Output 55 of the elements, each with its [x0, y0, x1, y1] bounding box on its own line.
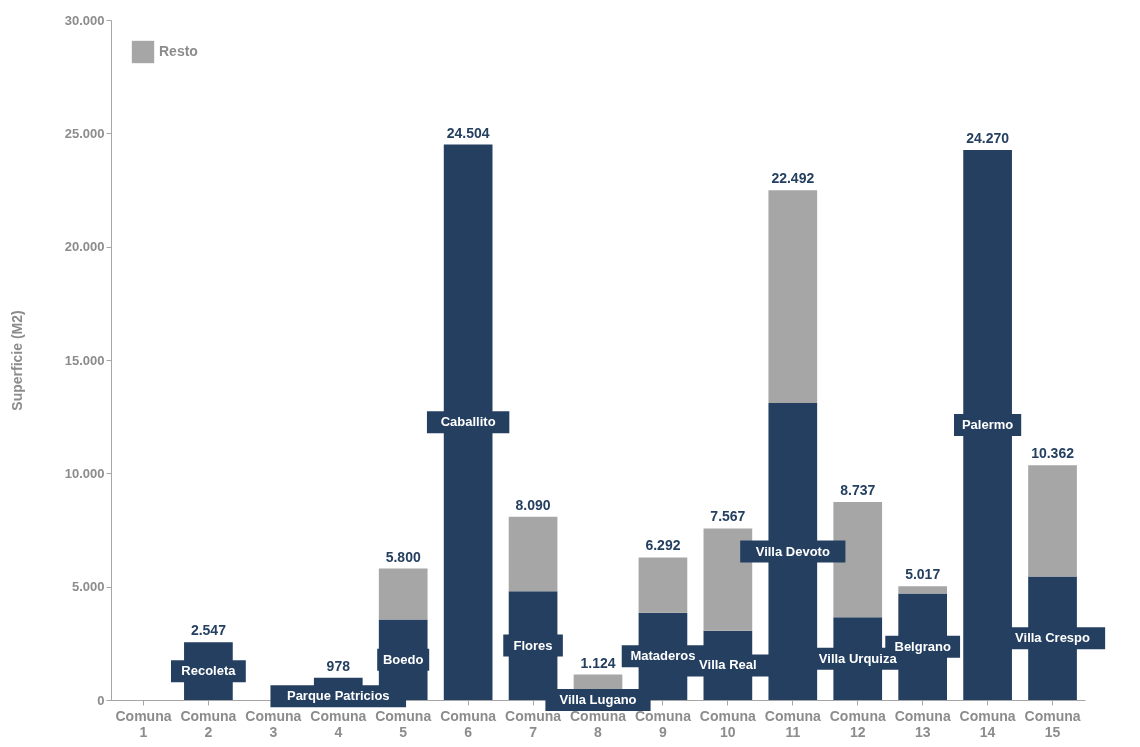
x-tick-label: Comuna 2 [180, 707, 237, 740]
data-label: Villa Devoto [755, 543, 830, 559]
x-tick-label: Comuna 7 [505, 707, 562, 740]
bar [638, 557, 688, 613]
legend-label: Resto [159, 43, 198, 59]
total-label: 24.504 [446, 124, 490, 141]
x-tick-label: Comuna 1 [115, 707, 172, 740]
y-axis-title: Superficie (M2) [8, 310, 25, 411]
total-label: 10.362 [1031, 445, 1075, 462]
total-label: 24.270 [966, 129, 1010, 146]
x-tick-label: Comuna 10 [699, 707, 757, 740]
x-tick-label: Comuna 13 [894, 707, 951, 740]
y-tick-label: 25.000 [64, 125, 105, 141]
x-tick-label: Comuna 9 [634, 707, 692, 740]
x-tick-label: Comuna 14 [959, 707, 1016, 740]
total-label: 1.124 [580, 654, 616, 671]
data-label: Boedo [382, 651, 424, 667]
y-tick-label: 20.000 [64, 239, 105, 255]
bar [768, 190, 818, 404]
total-label: 22.492 [771, 170, 815, 187]
x-tick-label: Comuna 3 [245, 707, 302, 740]
bar [833, 501, 883, 618]
x-tick-label: Comuna 11 [764, 707, 822, 740]
y-tick-label: 30.000 [64, 12, 105, 28]
total-label: 5.017 [905, 566, 941, 583]
x-tick-label: Comuna 15 [1024, 707, 1081, 740]
bar [703, 528, 753, 631]
bar [378, 568, 428, 620]
y-tick-label: 5.000 [71, 579, 105, 595]
data-label: Flores [513, 637, 553, 653]
y-tick-label: 15.000 [64, 352, 105, 368]
data-label: Villa Real [699, 657, 757, 673]
x-tick-label: Comuna 4 [310, 707, 367, 740]
bar [1028, 465, 1077, 577]
total-label: 8.737 [840, 481, 876, 498]
y-tick-label: 10.000 [64, 465, 105, 481]
x-tick-label: Comuna 8 [570, 707, 627, 740]
data-label: Recoleta [181, 663, 237, 679]
data-label: Villa Crespo [1015, 630, 1091, 646]
bar [508, 516, 558, 592]
data-label: Caballito [440, 414, 496, 430]
x-tick-label: Comuna 6 [440, 707, 497, 740]
total-label: 6.292 [645, 537, 681, 554]
x-tick-label: Comuna 12 [829, 707, 886, 740]
total-label: 5.800 [385, 548, 421, 565]
total-label: 2.547 [190, 622, 227, 639]
y-tick-label: 0 [97, 692, 105, 708]
x-tick-label: Comuna 5 [375, 707, 432, 740]
data-label: Palermo [961, 416, 1014, 432]
text: Villa Lugano [559, 692, 637, 707]
total-label: 7.567 [710, 508, 746, 525]
total-label: 978 [326, 657, 351, 674]
total-label: 8.090 [515, 496, 551, 513]
bar [898, 586, 948, 594]
data-label: Mataderos [630, 648, 696, 664]
